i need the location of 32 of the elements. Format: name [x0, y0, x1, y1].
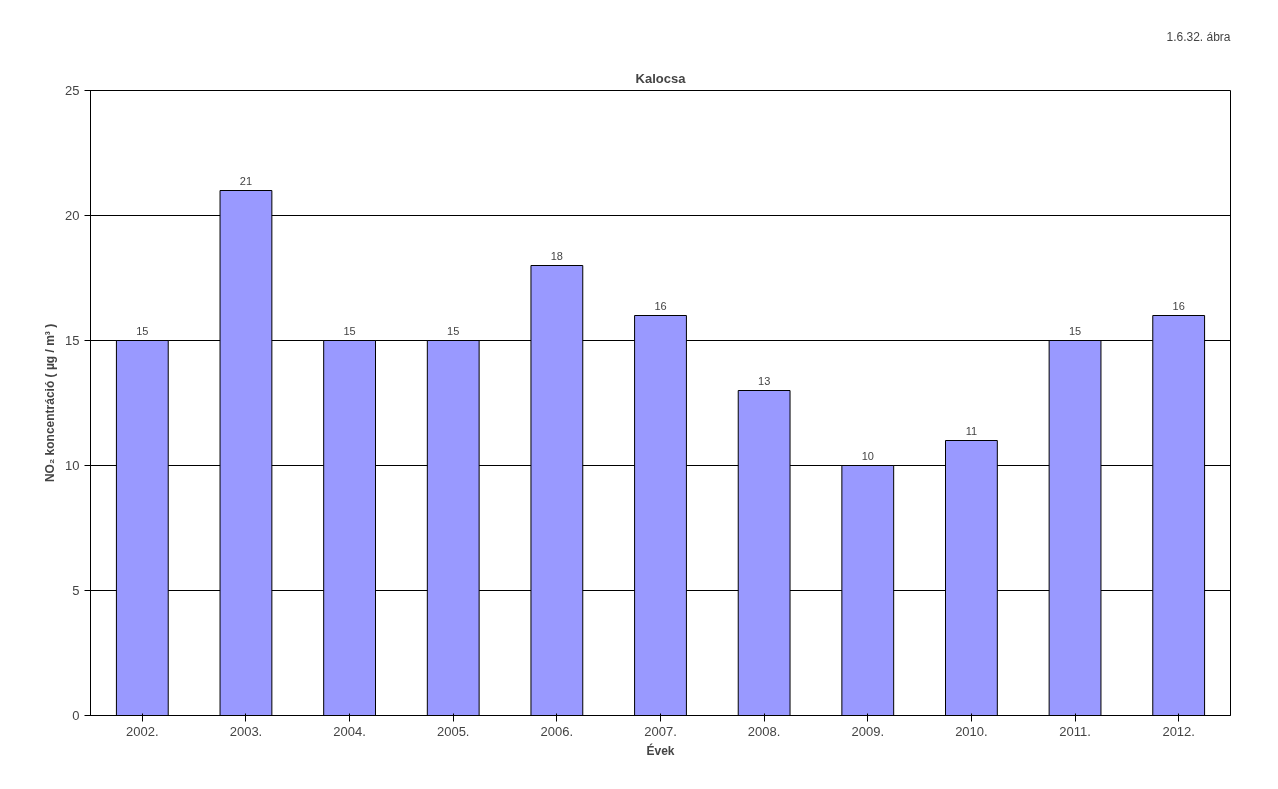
y-tick-label: 5	[72, 583, 80, 598]
chart-title: Kalocsa	[635, 70, 687, 86]
y-tick-label: 20	[65, 208, 80, 223]
x-tick-label: 2012.	[1162, 723, 1195, 739]
x-tick-label: 2011.	[1059, 723, 1091, 739]
y-tick-label: 15	[65, 333, 80, 348]
text: 1.6.32. ábra	[1166, 29, 1231, 44]
data-label: 10	[861, 449, 874, 462]
data-label: 13	[758, 374, 771, 387]
data-label: 18	[550, 249, 563, 262]
x-tick-label: 2009.	[851, 723, 885, 739]
data-label: 15	[447, 324, 460, 337]
y-tick-label: 10	[65, 458, 80, 473]
data-label: 16	[1172, 299, 1185, 312]
x-tick-label: 2010.	[955, 723, 988, 739]
data-label: 15	[136, 324, 149, 337]
x-tick-label: 2003.	[229, 723, 263, 739]
data-label: 15	[1068, 324, 1082, 337]
x-tick-label: 2005.	[436, 723, 470, 739]
y-tick-label: 25	[65, 83, 80, 98]
x-tick-label: 2002.	[126, 723, 159, 739]
data-label: 15	[343, 324, 356, 337]
y-tick-label: 0	[72, 708, 80, 723]
x-tick-label: 2004.	[333, 723, 366, 739]
x-tick-label: 2008.	[747, 723, 781, 739]
y-axis-title: NO₂ koncentráció ( µg / m³ )	[43, 323, 58, 483]
data-label: 16	[654, 299, 667, 312]
x-tick-label: 2006.	[540, 723, 574, 739]
data-label: 11	[965, 424, 978, 437]
x-axis-title: Évek	[646, 742, 675, 758]
x-tick-label: 2007.	[644, 723, 677, 739]
data-label: 21	[239, 174, 253, 187]
